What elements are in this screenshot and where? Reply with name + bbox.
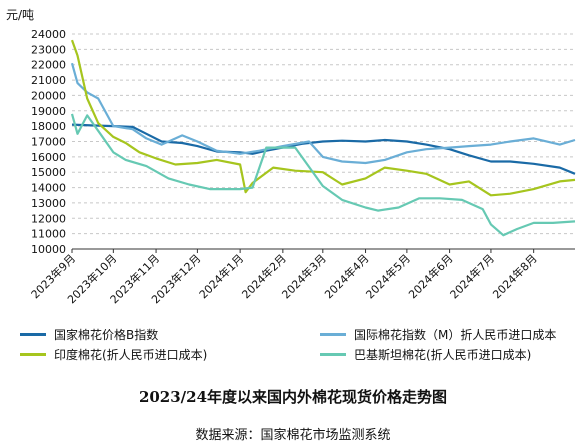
legend-label: 印度棉花(折人民币进口成本) xyxy=(54,348,208,362)
y-tick-label: 10000 xyxy=(31,243,66,256)
y-tick-label: 15000 xyxy=(31,166,66,179)
y-tick-label: 23000 xyxy=(31,43,66,56)
y-tick-label: 17000 xyxy=(31,136,66,149)
y-tick-label: 14000 xyxy=(31,182,66,195)
line-chart: 10000 11000 12000 13000 14000 15000 16000 17000… xyxy=(28,28,576,306)
y-tick-label: 11000 xyxy=(31,228,66,241)
chart-title: 2023/24年度以来国内外棉花现货价格走势图 xyxy=(138,388,448,406)
y-tick-label: 21000 xyxy=(31,74,66,87)
y-tick-label: 22000 xyxy=(31,59,66,72)
y-tick-label: 18000 xyxy=(31,120,66,133)
series-line-2 xyxy=(70,62,576,165)
legend-item: 巴基斯坦棉花(折人民币进口成本) xyxy=(320,346,531,363)
legend-item: 国际棉花指数（M）折人民币进口成本 xyxy=(320,326,556,343)
legend-swatch xyxy=(320,353,346,356)
series-line-4 xyxy=(70,113,576,237)
legend-label: 国家棉花价格B指数 xyxy=(54,328,159,342)
y-tick-label: 24000 xyxy=(31,28,66,41)
y-axis-unit-label: 元/吨 xyxy=(6,8,35,22)
x-tick-label: 2024年5月 xyxy=(363,251,413,301)
y-tick-label: 13000 xyxy=(31,197,66,210)
legend-swatch xyxy=(20,333,46,336)
legend-label: 巴基斯坦棉花(折人民币进口成本) xyxy=(354,348,532,362)
x-tick-label: 2024年8月 xyxy=(490,251,540,301)
legend-item: 印度棉花(折人民币进口成本) xyxy=(20,346,207,363)
legend-swatch xyxy=(20,353,46,356)
x-tick-label: 2024年1月 xyxy=(196,251,246,301)
y-tick-label: 20000 xyxy=(31,89,66,102)
legend-swatch xyxy=(320,333,346,336)
y-tick-label: 19000 xyxy=(31,105,66,118)
x-tick-label: 2024年7月 xyxy=(447,251,497,301)
legend-item: 国家棉花价格B指数 xyxy=(20,326,158,343)
y-tick-label: 16000 xyxy=(31,151,66,164)
chart-source: 数据来源：国家棉花市场监测系统 xyxy=(195,428,391,443)
series-line-3 xyxy=(70,39,576,197)
y-tick-label: 12000 xyxy=(31,212,66,225)
legend-label: 国际棉花指数（M）折人民币进口成本 xyxy=(354,328,557,342)
